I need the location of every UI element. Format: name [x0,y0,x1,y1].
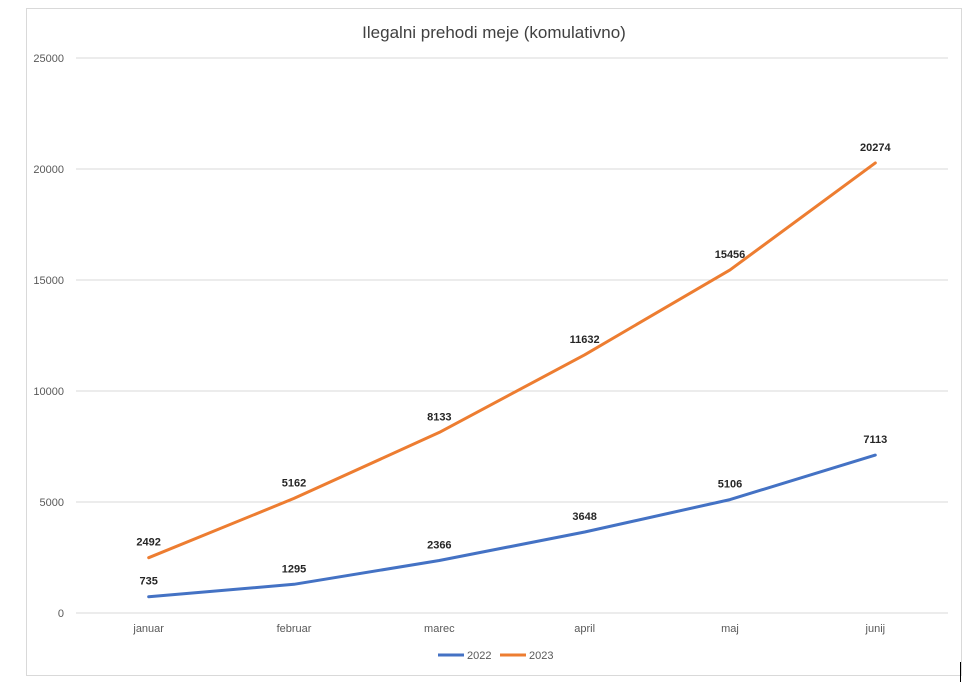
y-tick-label: 25000 [33,53,64,65]
x-tick-label: januar [132,623,164,635]
legend: 2022 2023 [438,650,553,662]
data-label: 735 [139,576,157,588]
x-tick-label: april [574,623,595,635]
x-tick-label: maj [721,623,739,635]
y-tick-label: 0 [58,608,64,620]
x-tick-label: marec [424,623,455,635]
data-label: 5106 [718,479,742,491]
y-tick-label: 5000 [40,497,64,509]
gridlines [76,57,948,614]
data-labels: 735 1295 2366 3648 5106 7113 2492 5162 8133 11632… [136,142,891,588]
data-label: 3648 [572,511,596,523]
x-tick-label: junij [865,623,886,635]
chart-frame [26,8,962,676]
x-axis-ticks: januar februar marec april maj junij [132,623,885,635]
series-lines [147,161,877,599]
data-label: 1295 [282,563,306,575]
chart-title: Ilegalni prehodi meje (komulativno) [362,23,626,42]
y-tick-label: 20000 [33,164,64,176]
data-label: 2366 [427,539,451,551]
series-line-2022 [147,453,877,599]
data-label: 15456 [715,249,746,261]
legend-label: 2023 [529,650,553,662]
y-tick-label: 10000 [33,386,64,398]
series-line-2023 [147,161,877,560]
window-edge-mark [960,662,961,682]
data-label: 2492 [136,537,160,549]
data-label: 8133 [427,411,451,423]
y-axis-ticks: 0 5000 10000 15000 20000 25000 [33,53,64,620]
x-tick-label: februar [277,623,312,635]
data-label: 5162 [282,477,306,489]
data-label: 7113 [863,434,887,446]
y-tick-label: 15000 [33,275,64,287]
legend-label: 2022 [467,650,491,662]
data-label: 20274 [860,142,891,154]
data-label: 11632 [570,334,600,346]
